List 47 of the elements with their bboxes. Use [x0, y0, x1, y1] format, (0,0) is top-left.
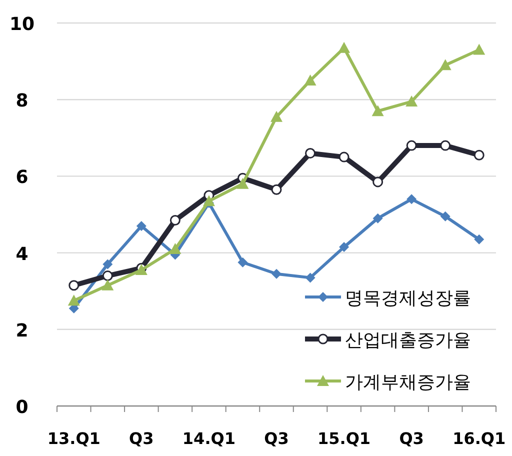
y-tick-label: 6 [16, 167, 28, 188]
point [474, 234, 484, 244]
x-tick-label: 15.Q1 [318, 429, 371, 448]
point [440, 211, 450, 222]
point [338, 42, 350, 53]
x-tick-label: 14.Q1 [182, 429, 236, 448]
point [102, 259, 113, 270]
x-tick-label: 13.Q1 [47, 429, 100, 448]
point [474, 150, 484, 160]
y-tick-label: 2 [16, 320, 28, 342]
point [372, 105, 384, 116]
point [406, 96, 418, 107]
legend-label: 산업대출증가율 [345, 330, 471, 351]
point [305, 148, 316, 158]
point [272, 268, 282, 279]
point [304, 74, 316, 86]
point [372, 176, 384, 188]
point [271, 184, 282, 195]
x-tick-label: 16.Q1 [452, 429, 506, 448]
point [136, 220, 146, 231]
point [440, 140, 451, 151]
point [238, 257, 248, 268]
legend-label: 명목경제성장률 [345, 288, 471, 309]
point [68, 280, 80, 291]
y-tick-label: 4 [16, 244, 28, 265]
point [68, 294, 80, 306]
point [439, 59, 452, 70]
point [372, 213, 383, 224]
point [338, 152, 350, 162]
point [270, 110, 282, 122]
point [305, 272, 316, 283]
y-tick-label: 0 [16, 397, 28, 418]
point [102, 270, 113, 282]
point [170, 214, 180, 226]
y-tick-label: 10 [9, 14, 35, 35]
point [339, 242, 350, 252]
legend-label: 가계부채증가율 [345, 372, 471, 393]
point [169, 242, 182, 254]
point [406, 194, 417, 204]
y-tick-label: 8 [16, 90, 28, 112]
point [473, 44, 486, 55]
x-tick-label: Q3 [264, 429, 289, 448]
x-tick-label: Q3 [399, 429, 424, 448]
x-tick-label: Q3 [129, 429, 154, 448]
point [102, 279, 114, 290]
point [236, 178, 249, 189]
point [406, 140, 417, 151]
